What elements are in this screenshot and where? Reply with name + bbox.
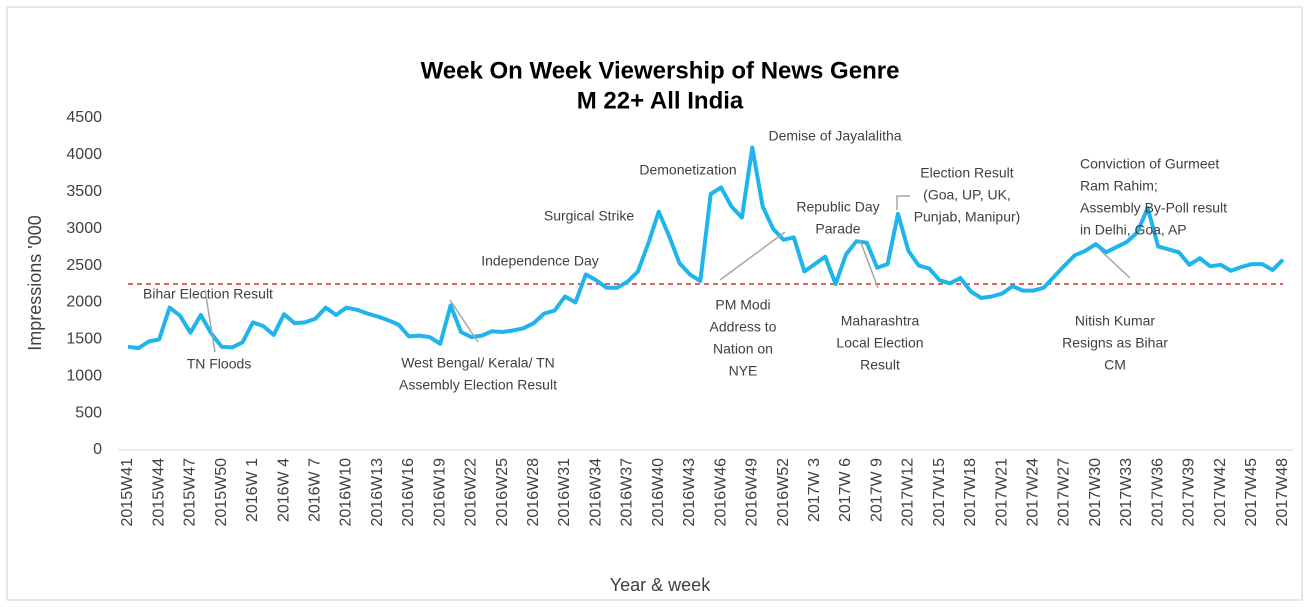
annotation: Local Election xyxy=(836,335,923,351)
annotation: Nation on xyxy=(713,341,773,357)
annotation-leader xyxy=(1099,249,1131,279)
annotation: Maharashtra xyxy=(841,313,920,329)
y-tick-label: 4500 xyxy=(66,109,102,126)
annotation: Resigns as Bihar xyxy=(1062,335,1168,351)
annotation: Punjab, Manipur) xyxy=(914,209,1021,225)
x-tick-label: 2017W18 xyxy=(962,458,979,527)
x-tick-label: 2017W48 xyxy=(1274,458,1291,527)
annotation: TN Floods xyxy=(187,356,252,372)
annotation: in Delhi, Goa, AP xyxy=(1080,222,1187,238)
x-tick-label: 2015W50 xyxy=(213,458,230,527)
x-tick-label: 2016W49 xyxy=(744,458,761,527)
x-tick-label: 2017W 6 xyxy=(837,458,854,522)
annotation: Conviction of Gurmeet xyxy=(1080,156,1219,172)
annotation: Election Result xyxy=(920,165,1013,181)
x-tick-label: 2016W52 xyxy=(775,458,792,527)
annotation-leader xyxy=(859,239,879,289)
chart-title: Week On Week Viewership of News Genre xyxy=(421,57,900,84)
x-tick-label: 2015W44 xyxy=(150,458,167,527)
annotation: Demonetization xyxy=(639,162,736,178)
x-tick-label: 2016W16 xyxy=(400,458,417,527)
x-tick-label: 2016W 4 xyxy=(275,458,292,522)
x-tick-label: 2017W15 xyxy=(931,458,948,527)
y-tick-label: 1500 xyxy=(66,331,102,348)
x-tick-label: 2017W12 xyxy=(900,458,917,527)
annotation: Republic Day xyxy=(796,199,879,215)
y-tick-label: 3000 xyxy=(66,220,102,237)
chart-title: M 22+ All India xyxy=(577,87,744,114)
x-tick-label: 2016W34 xyxy=(587,458,604,527)
annotation: Surgical Strike xyxy=(544,208,634,224)
x-tick-label: 2017W24 xyxy=(1024,458,1041,527)
y-tick-label: 2000 xyxy=(66,294,102,311)
annotation: West Bengal/ Kerala/ TN xyxy=(401,355,555,371)
y-tick-label: 3500 xyxy=(66,183,102,200)
x-tick-label: 2016W 7 xyxy=(307,458,324,522)
annotation: PM Modi xyxy=(715,297,770,313)
x-tick-label: 2015W41 xyxy=(119,458,136,527)
x-tick-label: 2017W45 xyxy=(1243,458,1260,527)
annotation: Demise of Jayalalitha xyxy=(768,128,901,144)
annotation: NYE xyxy=(729,363,758,379)
annotation-leader xyxy=(449,299,479,343)
x-tick-label: 2017W36 xyxy=(1149,458,1166,527)
x-axis-label: Year & week xyxy=(610,575,711,595)
annotation: CM xyxy=(1104,357,1126,373)
annotation: Parade xyxy=(815,221,860,237)
x-tick-label: 2016W13 xyxy=(369,458,386,527)
annotation: Bihar Election Result xyxy=(143,286,273,302)
x-tick-label: 2016W31 xyxy=(556,458,573,527)
annotation: Nitish Kumar xyxy=(1075,313,1155,329)
annotation: (Goa, UP, UK, xyxy=(923,187,1011,203)
x-tick-label: 2016W46 xyxy=(712,458,729,527)
x-tick-label: 2017W42 xyxy=(1212,458,1229,527)
y-tick-label: 4000 xyxy=(66,146,102,163)
annotation-leader xyxy=(896,195,910,210)
x-tick-label: 2016W10 xyxy=(338,458,355,527)
annotation: Ram Rahim; xyxy=(1080,178,1158,194)
annotation: Assembly Election Result xyxy=(399,377,557,393)
x-tick-label: 2016W22 xyxy=(463,458,480,527)
x-tick-label: 2016W19 xyxy=(431,458,448,527)
x-tick-label: 2016W40 xyxy=(650,458,667,527)
annotation-leader xyxy=(204,289,216,353)
annotation: Independence Day xyxy=(481,253,599,269)
x-tick-label: 2016W37 xyxy=(619,458,636,527)
x-tick-label: 2017W39 xyxy=(1181,458,1198,527)
annotation: Assembly By-Poll result xyxy=(1080,200,1227,216)
x-tick-label: 2016W 1 xyxy=(244,458,261,522)
x-tick-label: 2017W27 xyxy=(1056,458,1073,527)
annotation: Result xyxy=(860,357,900,373)
annotation-leader xyxy=(719,231,786,281)
chart-border xyxy=(6,6,1303,601)
y-tick-label: 0 xyxy=(93,441,102,458)
x-tick-label: 2017W21 xyxy=(993,458,1010,527)
annotation: Address to xyxy=(710,319,777,335)
x-tick-label: 2017W33 xyxy=(1118,458,1135,527)
x-tick-label: 2017W 9 xyxy=(868,458,885,522)
x-tick-label: 2016W25 xyxy=(494,458,511,527)
x-tick-label: 2017W 3 xyxy=(806,458,823,522)
x-tick-label: 2017W30 xyxy=(1087,458,1104,527)
y-tick-label: 2500 xyxy=(66,257,102,274)
x-tick-label: 2016W28 xyxy=(525,458,542,527)
x-tick-label: 2016W43 xyxy=(681,458,698,527)
line-series xyxy=(127,145,1285,351)
y-tick-label: 1000 xyxy=(66,367,102,384)
x-tick-label: 2015W47 xyxy=(182,458,199,527)
y-tick-label: 500 xyxy=(75,404,102,421)
y-axis-label: Impressions '000 xyxy=(25,215,45,351)
